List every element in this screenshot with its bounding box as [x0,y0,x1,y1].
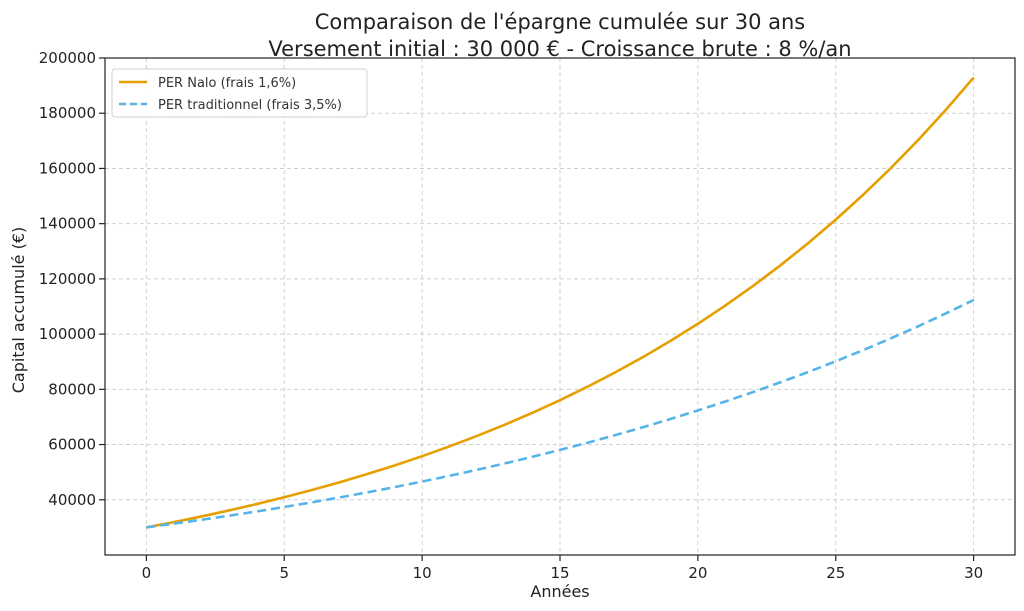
grid-lines [105,57,1015,555]
y-axis-label: Capital accumulé (€) [9,227,28,394]
y-tick-label: 40000 [48,491,96,509]
x-tick-label: 5 [279,564,289,582]
y-tick-label: 180000 [39,104,96,122]
legend: PER Nalo (frais 1,6%) PER traditionnel (… [111,68,368,118]
y-tick-label: 60000 [48,436,96,454]
chart-title: Comparaison de l'épargne cumulée sur 30 … [315,10,805,34]
legend-label-per-traditionnel: PER traditionnel (frais 3,5%) [158,98,342,113]
x-tick-label: 0 [142,564,152,582]
x-tick-label: 30 [964,564,983,582]
x-tick-label: 20 [688,564,707,582]
legend-box [111,68,368,118]
x-tick-label: 10 [413,564,432,582]
y-tick-label: 200000 [39,49,96,67]
series-lines [146,76,975,529]
x-axis-label: Années [530,582,589,601]
y-tick-label: 100000 [39,325,96,343]
series-line-per-nalo [146,76,975,529]
y-tick-label: 160000 [39,159,96,177]
legend-label-per-nalo: PER Nalo (frais 1,6%) [158,76,296,91]
y-tick-label: 80000 [48,380,96,398]
axis-ticks: 0 5 10 15 20 25 30 40000 60000 80000 100000 120000 1… [39,49,983,582]
chart-subtitle: Versement initial : 30 000 € - Croissanc… [268,37,851,61]
y-tick-label: 120000 [39,270,96,288]
x-tick-label: 15 [550,564,569,582]
y-tick-label: 140000 [39,215,96,233]
series-line-per-traditionnel [146,298,975,529]
x-tick-label: 25 [826,564,845,582]
